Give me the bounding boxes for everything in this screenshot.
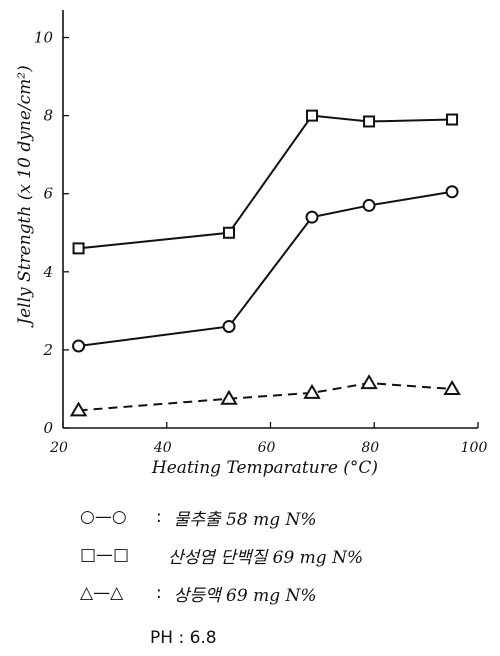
legend-item-square: □—□ 산성염 단백질 69 mg N% [80, 536, 480, 574]
x-tick-label: 100 [461, 440, 488, 456]
data-point-triangle [443, 379, 461, 395]
series-line-square [78, 114, 453, 250]
triangle-line-icon: △—△ [80, 583, 124, 603]
square-line-icon: □—□ [80, 545, 130, 565]
y-tick-label: 4 [42, 263, 53, 281]
x-tick-label: 80 [361, 440, 379, 456]
legend-separator: : [156, 583, 162, 603]
data-point-circle [222, 319, 236, 333]
legend: ○—○ : 물추출 58 mg N% □—□ 산성염 단백질 69 mg N% … [80, 498, 480, 612]
data-point-square [223, 226, 235, 239]
data-point-triangle [220, 389, 238, 405]
x-tick-label: 40 [153, 440, 172, 456]
data-point-circle [305, 210, 319, 224]
data-point-triangle [360, 374, 378, 390]
data-point-circle [72, 339, 86, 353]
y-tick-label: 0 [43, 419, 53, 437]
y-tick-label: 8 [43, 107, 53, 125]
data-point-triangle [303, 383, 321, 399]
data-point-square [306, 109, 318, 122]
circle-line-icon: ○—○ [80, 507, 127, 527]
legend-label: 상등액 69 mg N% [173, 585, 317, 606]
legend-label: 물추출 58 mg N% [173, 509, 317, 530]
data-point-circle [362, 198, 376, 212]
data-point-square [446, 113, 459, 126]
data-point-triangle [69, 401, 88, 417]
data-point-square [72, 242, 85, 255]
x-tick-label: 60 [258, 440, 276, 456]
ph-label: PH : 6.8 [150, 628, 217, 648]
y-axis-label: Jelly Strength (x 10 dyne/cm²) [15, 65, 35, 327]
legend-label: 산성염 단백질 69 mg N% [168, 547, 364, 568]
chart-svg: 0 2 4 6 8 10 20 40 60 80 100 Heating Temparature (°… [15, 10, 487, 478]
y-tick-label: 2 [42, 341, 53, 359]
legend-item-circle: ○—○ : 물추출 58 mg N% [80, 498, 480, 536]
data-point-square [363, 115, 376, 128]
x-tick-label: 20 [49, 440, 68, 456]
legend-item-triangle: △—△ : 상등액 69 mg N% [80, 574, 480, 612]
x-axis-label: Heating Temparature (°C) [151, 458, 378, 478]
series-line-triangle [78, 382, 453, 412]
y-tick-label: 10 [34, 29, 54, 47]
chart-marks [69, 109, 461, 417]
axes: 0 2 4 6 8 10 20 40 60 80 100 Heating Temparature (°… [15, 10, 487, 478]
legend-separator: : [156, 507, 162, 527]
series-line-circle [78, 190, 453, 347]
data-point-circle [445, 185, 459, 199]
y-tick-label: 6 [43, 185, 53, 203]
